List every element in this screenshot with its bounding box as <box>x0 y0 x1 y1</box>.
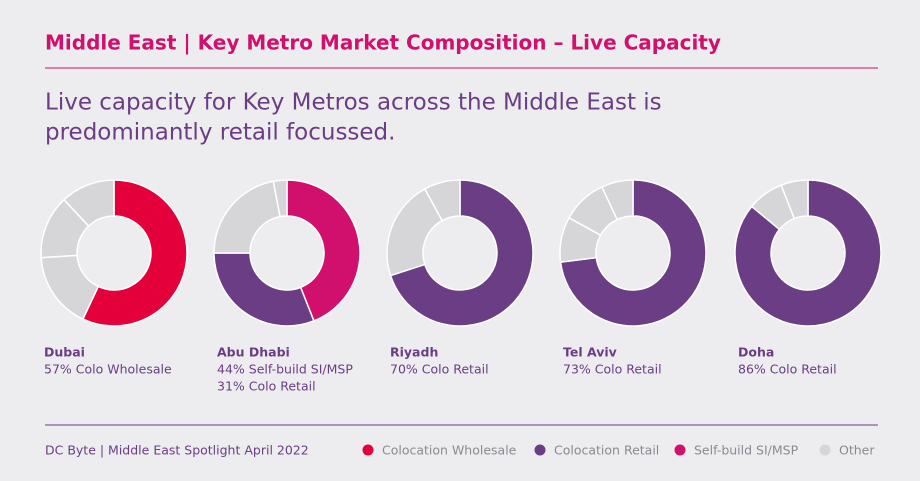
metro-name: Abu Dhabi <box>217 345 290 360</box>
legend-label: Colocation Retail <box>554 443 659 458</box>
donut-segment <box>559 179 707 327</box>
donut-segment <box>423 179 461 222</box>
metro-annotation: 57% Colo Wholesale <box>44 362 172 377</box>
donut-segment <box>286 179 361 322</box>
donut-segment <box>389 179 534 327</box>
legend-dot <box>534 444 546 456</box>
donut-segment <box>600 179 634 221</box>
metro-name: Tel Aviv <box>563 345 617 360</box>
metro-annotation: 31% Colo Retail <box>217 379 316 394</box>
metro-annotation: 44% Self-build SI/MSP <box>217 362 353 377</box>
metro-name: Doha <box>738 345 774 360</box>
subtitle: Live capacity for Key Metros across the … <box>45 90 662 116</box>
subtitle: predominantly retail focussed. <box>45 120 395 146</box>
legend-label: Colocation Wholesale <box>382 443 517 458</box>
donut-segment <box>81 179 188 327</box>
donut-segment <box>734 179 882 327</box>
source: DC Byte | Middle East Spotlight April 20… <box>45 443 309 458</box>
donut-segment <box>213 252 315 327</box>
legend-label: Self-build SI/MSP <box>694 443 799 458</box>
title: Middle East | Key Metro Market Compositi… <box>45 31 721 55</box>
donut-segment <box>272 179 288 218</box>
legend-dot <box>819 444 831 456</box>
metro-name: Riyadh <box>390 345 438 360</box>
legend-dot <box>674 444 686 456</box>
metro-name: Dubai <box>44 345 85 360</box>
metro-annotation: 70% Colo Retail <box>390 362 489 377</box>
metro-annotation: 73% Colo Retail <box>563 362 662 377</box>
donut-segment <box>780 179 809 220</box>
legend-label: Other <box>839 443 875 458</box>
legend-dot <box>362 444 374 456</box>
metro-annotation: 86% Colo Retail <box>738 362 837 377</box>
donut-segment <box>62 179 115 228</box>
